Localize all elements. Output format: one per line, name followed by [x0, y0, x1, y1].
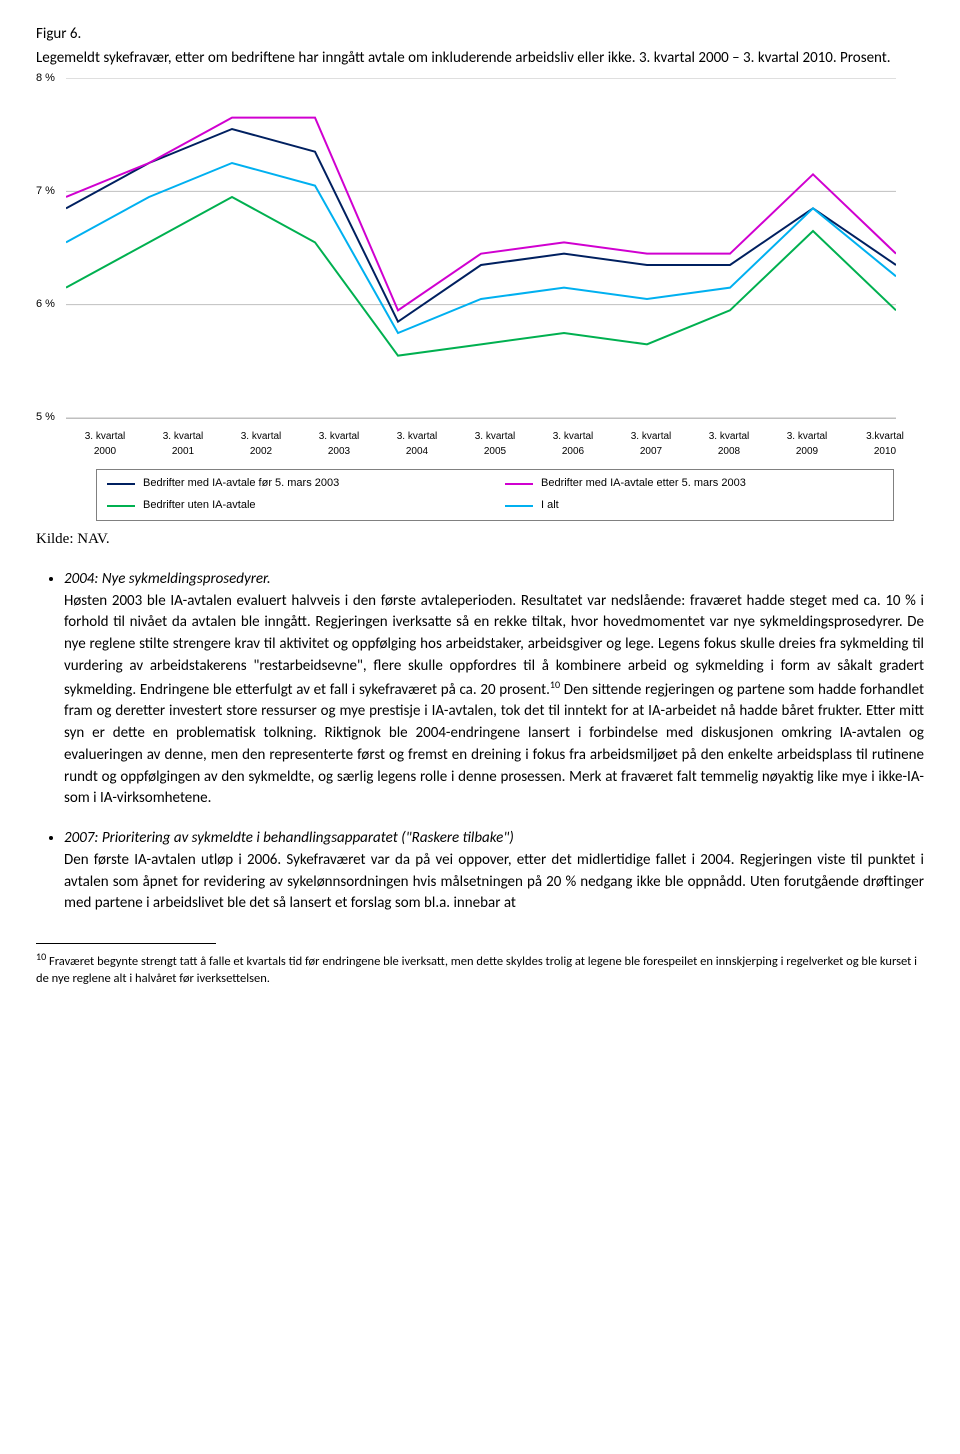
figure-title: Legemeldt sykefravær, etter om bedriften…: [36, 48, 924, 70]
x-tick-label: 3. kvartal 2006: [534, 430, 612, 459]
bullet-title: 2004: Nye sykmeldingsprosedyrer.: [64, 570, 271, 588]
legend-label: I alt: [541, 498, 559, 514]
x-tick-label: 3. kvartal 2007: [612, 430, 690, 459]
bullet-2007: 2007: Prioritering av sykmeldte i behand…: [64, 828, 924, 915]
x-tick-label: 3. kvartal 2008: [690, 430, 768, 459]
legend-swatch: [505, 483, 533, 485]
chart-plot: [66, 78, 896, 419]
body-list: 2004: Nye sykmeldingsprosedyrer. Høsten …: [36, 569, 924, 915]
legend-label: Bedrifter med IA-avtale etter 5. mars 20…: [541, 476, 746, 492]
x-tick-label: 3. kvartal 2000: [66, 430, 144, 459]
x-axis: 3. kvartal 20003. kvartal 20013. kvartal…: [66, 430, 924, 459]
legend-swatch: [505, 505, 533, 507]
x-tick-label: 3. kvartal 2005: [456, 430, 534, 459]
bullet-body-1b: Den sittende regjeringen og partene som …: [64, 681, 924, 808]
bullet-2004: 2004: Nye sykmeldingsprosedyrer. Høsten …: [64, 569, 924, 810]
footnote-marker: 10: [36, 950, 46, 963]
legend-item: Bedrifter med IA-avtale før 5. mars 2003: [107, 476, 485, 492]
chart-legend: Bedrifter med IA-avtale før 5. mars 2003…: [96, 469, 894, 521]
bullet-body-2: Den første IA-avtalen utløp i 2006. Syke…: [64, 851, 924, 913]
figure-number: Figur 6.: [36, 24, 924, 46]
legend-swatch: [107, 483, 135, 485]
footnote-text: Fraværet begynte strengt tatt å falle et…: [36, 954, 917, 986]
x-tick-label: 3. kvartal 2002: [222, 430, 300, 459]
legend-swatch: [107, 505, 135, 507]
chart-source: Kilde: NAV.: [36, 529, 924, 551]
x-tick-label: 3. kvartal 2009: [768, 430, 846, 459]
x-tick-label: 3. kvartal 2004: [378, 430, 456, 459]
figure-header: Figur 6. Legemeldt sykefravær, etter om …: [36, 24, 924, 70]
line-chart: 8 %7 %6 %5 % 3. kvartal 20003. kvartal 2…: [36, 78, 924, 522]
legend-item: I alt: [505, 498, 883, 514]
footnote-ref: 10: [550, 678, 560, 691]
y-axis: 8 %7 %6 %5 %: [36, 78, 55, 418]
footnote: 10 Fraværet begynte strengt tatt å falle…: [36, 950, 924, 988]
legend-item: Bedrifter med IA-avtale etter 5. mars 20…: [505, 476, 883, 492]
x-tick-label: 3. kvartal 2001: [144, 430, 222, 459]
bullet-title: 2007: Prioritering av sykmeldte i behand…: [64, 829, 514, 847]
legend-label: Bedrifter uten IA-avtale: [143, 498, 256, 514]
legend-item: Bedrifter uten IA-avtale: [107, 498, 485, 514]
legend-label: Bedrifter med IA-avtale før 5. mars 2003: [143, 476, 339, 492]
footnote-separator: [36, 943, 216, 944]
x-tick-label: 3. kvartal 2003: [300, 430, 378, 459]
x-tick-label: 3.kvartal 2010: [846, 430, 924, 459]
